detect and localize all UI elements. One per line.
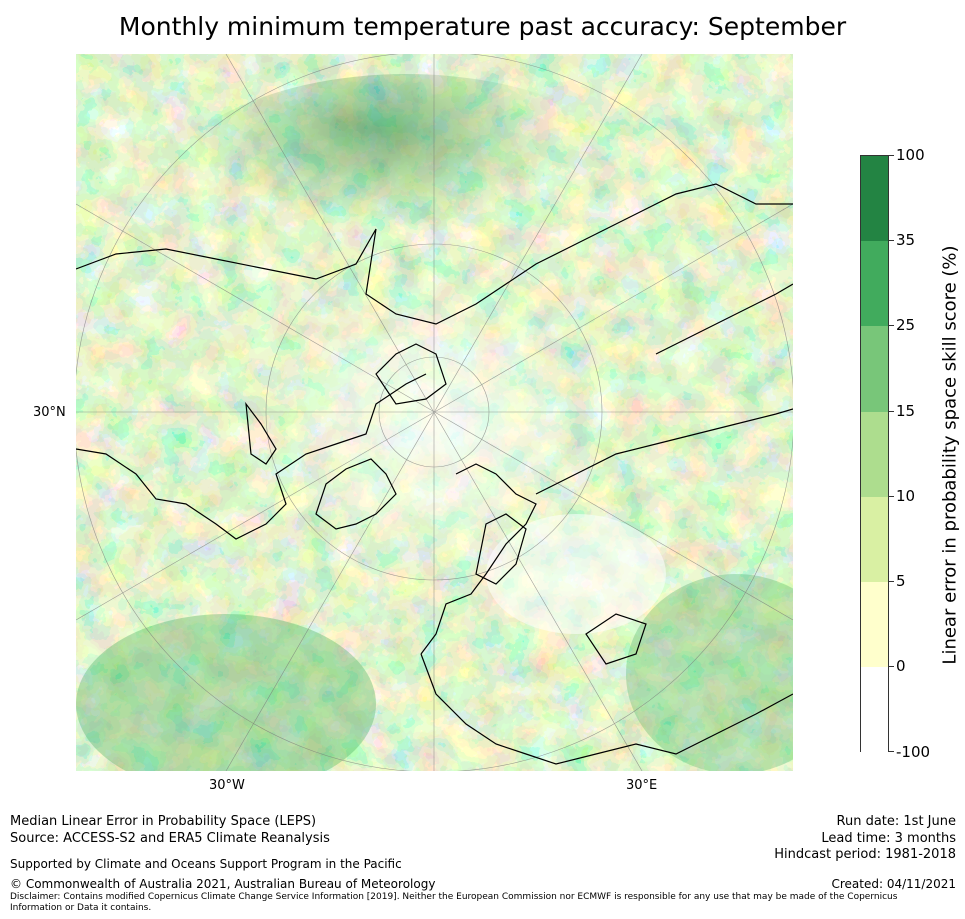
lon-label-west: 30°W bbox=[209, 778, 245, 793]
graticule bbox=[76, 54, 793, 771]
colorbar-tick-label: 100 bbox=[896, 146, 925, 164]
footer-created: Created: 04/11/2021 bbox=[831, 877, 956, 891]
footer-disclaimer: Disclaimer: Contains modified Copernicus… bbox=[10, 892, 898, 913]
coastlines bbox=[76, 183, 793, 765]
colorbar-tick-label: 25 bbox=[896, 316, 916, 334]
colorbar-segment bbox=[861, 582, 888, 667]
colorbar-segment bbox=[861, 241, 888, 326]
colorbar-tick-label: 5 bbox=[896, 572, 906, 590]
colorbar-tick-label: 0 bbox=[896, 657, 906, 675]
footer-support: Supported by Climate and Oceans Support … bbox=[10, 857, 402, 871]
footer-method: Median Linear Error in Probability Space… bbox=[10, 814, 317, 829]
polar-map-canvas bbox=[76, 54, 793, 771]
map-title: Monthly minimum temperature past accurac… bbox=[118, 12, 847, 41]
colorbar-tick-label: 15 bbox=[896, 402, 916, 420]
footer-copyright: © Commonwealth of Australia 2021, Austra… bbox=[10, 877, 436, 891]
polar-map bbox=[76, 54, 793, 771]
colorbar-segment bbox=[861, 497, 888, 582]
colorbar-title: Linear error in probability space skill … bbox=[939, 245, 961, 665]
footer-run-date: Run date: 1st June bbox=[836, 814, 956, 829]
lat-label: 30°N bbox=[33, 405, 66, 420]
colorbar-segment bbox=[861, 326, 888, 412]
footer-source: Source: ACCESS-S2 and ERA5 Climate Reana… bbox=[10, 831, 330, 846]
footer-hindcast: Hindcast period: 1981-2018 bbox=[774, 847, 956, 862]
colorbar-tick-label: 10 bbox=[896, 487, 916, 505]
colorbar-segment bbox=[861, 156, 888, 241]
colorbar bbox=[860, 155, 889, 753]
colorbar-tick-label: -100 bbox=[896, 743, 931, 761]
footer-lead-time: Lead time: 3 months bbox=[821, 831, 956, 846]
lon-label-east: 30°E bbox=[626, 778, 658, 793]
colorbar-segment bbox=[861, 412, 888, 497]
colorbar-tick-label: 35 bbox=[896, 231, 916, 249]
colorbar-segment bbox=[861, 667, 888, 753]
